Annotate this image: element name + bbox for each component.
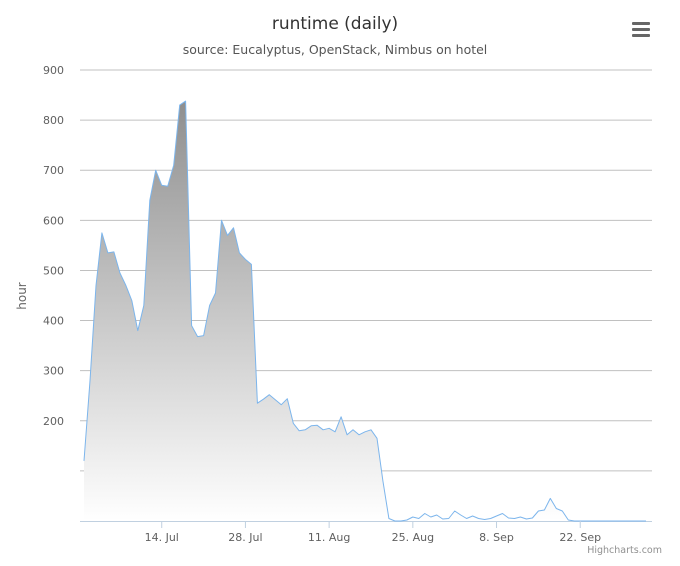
x-tick-label: 8. Sep — [479, 531, 514, 544]
hamburger-menu-icon[interactable] — [628, 18, 654, 40]
y-axis-label: hour — [15, 282, 29, 310]
credits-link[interactable]: Highcharts.com — [587, 545, 662, 556]
y-tick-label: 300 — [43, 365, 64, 378]
series-area-fill — [84, 101, 646, 521]
x-tick-label: 28. Jul — [228, 531, 262, 544]
y-tick-label: 600 — [43, 214, 64, 227]
x-tick-label: 11. Aug — [308, 531, 350, 544]
x-tick-label: 25. Aug — [392, 531, 434, 544]
y-tick-label: 800 — [43, 114, 64, 127]
chart-subtitle: source: Eucalyptus, OpenStack, Nimbus on… — [182, 42, 488, 57]
chart-title: runtime (daily) — [271, 14, 399, 34]
x-tick-label: 14. Jul — [145, 531, 179, 544]
y-tick-label: 700 — [43, 164, 64, 177]
y-tick-label: 200 — [43, 415, 64, 428]
x-tick-label: 22. Sep — [559, 531, 601, 544]
y-tick-label: 900 — [43, 64, 64, 77]
y-tick-label: 400 — [43, 315, 64, 328]
y-tick-label: 500 — [43, 264, 64, 277]
series-line[interactable] — [83, 100, 646, 522]
